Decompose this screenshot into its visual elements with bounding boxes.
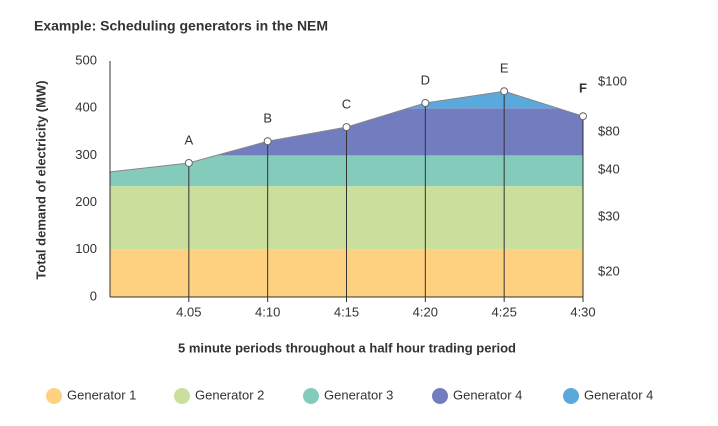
price-label: $80 <box>598 123 620 138</box>
chart-title: Example: Scheduling generators in the NE… <box>34 18 328 34</box>
x-tick-label: 4.05 <box>176 304 201 319</box>
legend-label: Generator 2 <box>195 387 264 402</box>
point <box>579 112 587 121</box>
x-tick-label: 4:30 <box>570 304 595 319</box>
point <box>184 158 193 167</box>
y-tick-label: 500 <box>75 52 97 67</box>
y-tick-label: 100 <box>75 241 97 256</box>
x-tick-label: 4:10 <box>255 304 280 319</box>
legend-swatch <box>432 388 448 404</box>
legend-label: Generator 3 <box>324 387 393 402</box>
legend-label: Generator 4 <box>584 387 653 402</box>
legend-swatch <box>174 388 190 404</box>
legend-swatch <box>46 388 62 404</box>
x-axis-title: 5 minute periods throughout a half hour … <box>178 340 516 355</box>
point <box>342 123 351 132</box>
price-label: $40 <box>598 161 620 176</box>
y-tick-label: 200 <box>75 194 97 209</box>
demand-line <box>109 90 584 173</box>
y-tick-label: 300 <box>75 147 97 162</box>
x-tick-label: 4:20 <box>413 304 438 319</box>
point-label: D <box>421 72 430 87</box>
point-label: C <box>342 97 351 112</box>
y-tick-label: 400 <box>75 100 97 115</box>
price-label: $100 <box>598 73 627 88</box>
y-tick-label: 0 <box>90 288 97 303</box>
legend-label: Generator 4 <box>453 387 522 402</box>
legend-swatch <box>303 388 319 404</box>
legend-swatch <box>563 388 579 404</box>
point-label: A <box>184 132 193 147</box>
point <box>263 137 272 146</box>
y-axis-title: Total demand of electricity (MW) <box>33 80 48 279</box>
point-label: E <box>500 61 509 76</box>
legend-label: Generator 1 <box>67 387 136 402</box>
price-label: $30 <box>598 208 620 223</box>
point <box>421 99 430 108</box>
price-label: $20 <box>598 263 620 278</box>
x-tick-label: 4:15 <box>334 304 359 319</box>
point-label: B <box>263 111 272 126</box>
x-tick-label: 4:25 <box>492 304 517 319</box>
point-label: F <box>579 81 587 96</box>
point <box>500 87 509 96</box>
